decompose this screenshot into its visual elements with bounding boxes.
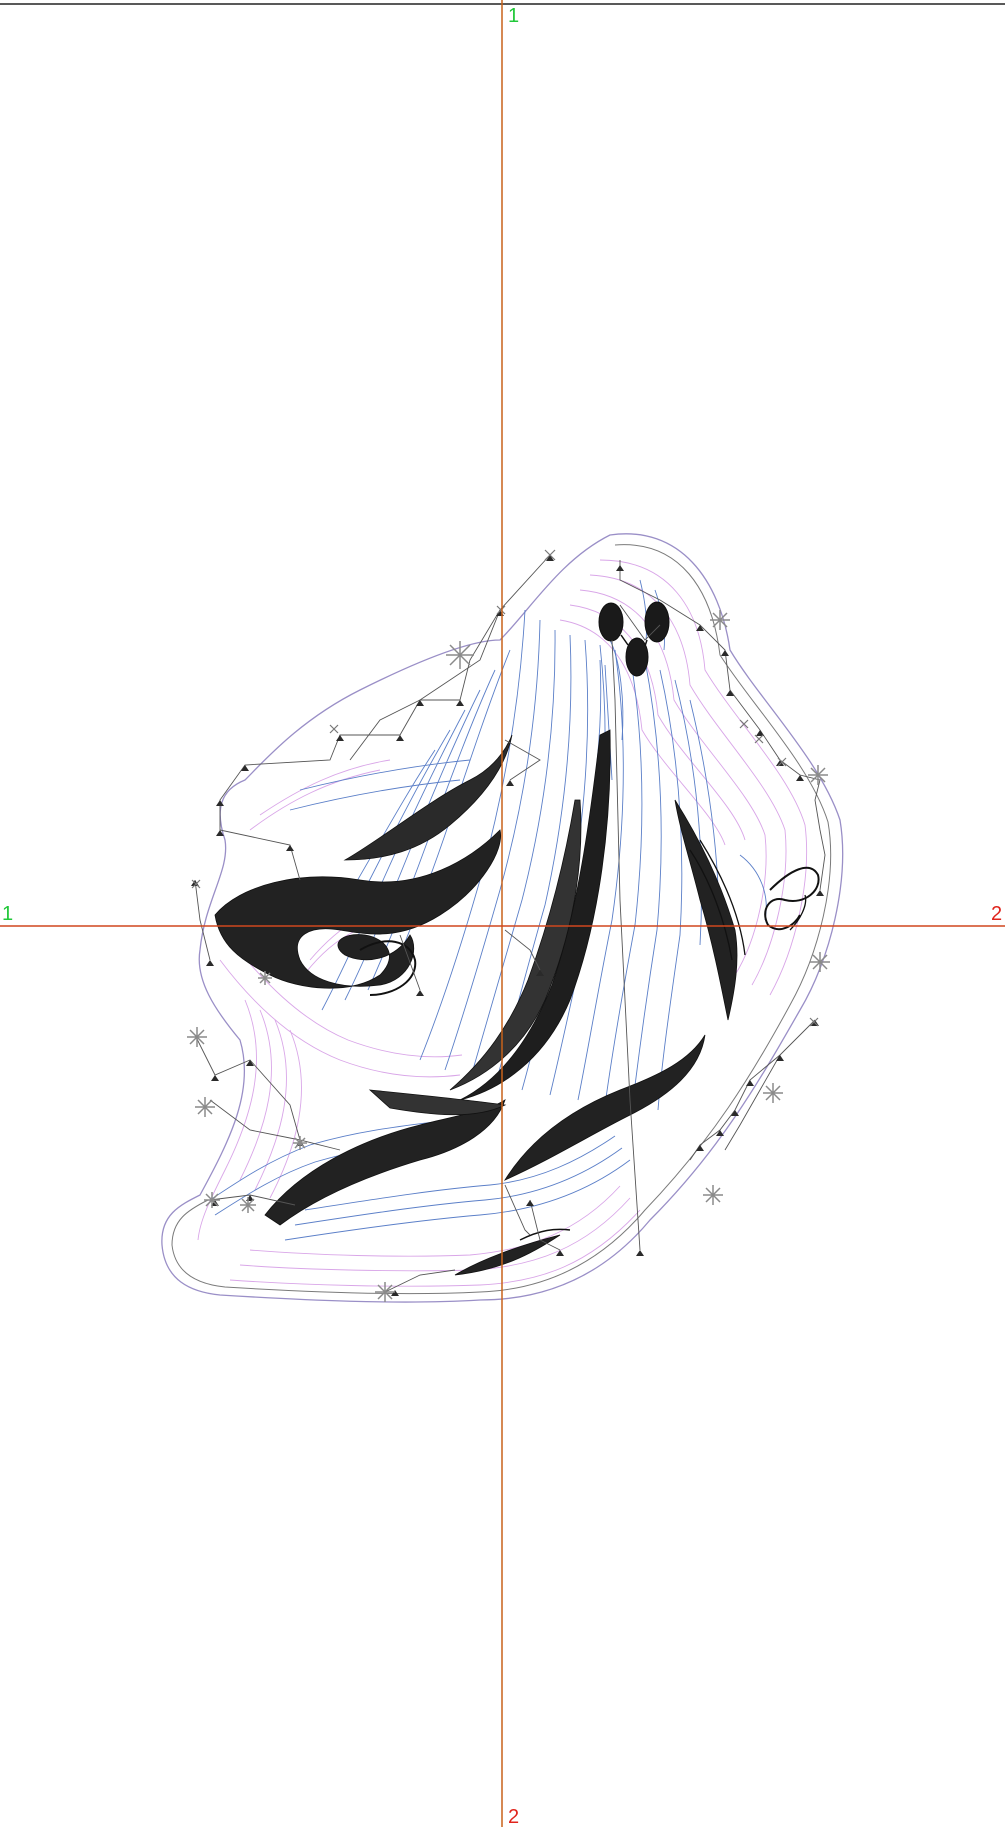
ghost-design[interactable]	[161, 533, 844, 1303]
vertical-guide-end-label: 2	[508, 1806, 520, 1828]
ghost-mouth	[625, 637, 649, 677]
asterisk-markers	[187, 610, 830, 1302]
horizontal-guide-start-label: 1	[2, 903, 14, 925]
ghost-outer-outline	[161, 533, 844, 1303]
dark-satin-stitches	[214, 729, 820, 1276]
ghost-face	[598, 601, 670, 677]
vertical-guide-start-label: 1	[508, 5, 520, 27]
ghost-right-eye	[644, 601, 670, 643]
x-markers	[191, 549, 819, 1027]
horizontal-guide-end-label: 2	[991, 903, 1003, 925]
ghost-left-eye	[598, 602, 624, 642]
